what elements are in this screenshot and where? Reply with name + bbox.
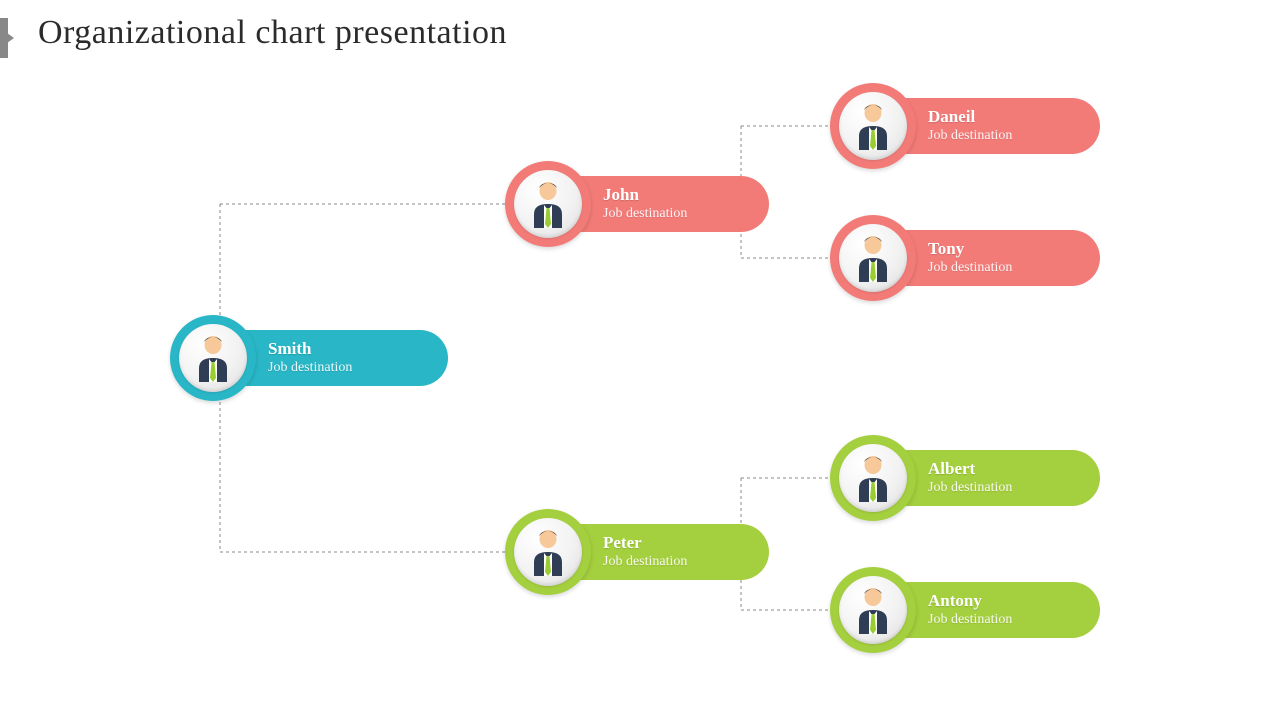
avatar-ring [170, 315, 256, 401]
node-role: Job destination [928, 611, 1076, 629]
avatar-icon [528, 180, 568, 228]
org-node-john: John Job destination [505, 161, 769, 247]
org-node-antony: Antony Job destination [830, 567, 1100, 653]
avatar-ring [830, 567, 916, 653]
node-name: Peter [603, 533, 745, 553]
avatar-inner [839, 224, 907, 292]
avatar-icon [853, 102, 893, 150]
avatar-inner [839, 444, 907, 512]
avatar-inner [839, 92, 907, 160]
node-name: John [603, 185, 745, 205]
node-role: Job destination [928, 479, 1076, 497]
avatar-ring [830, 83, 916, 169]
avatar-icon [193, 334, 233, 382]
avatar-ring [505, 161, 591, 247]
node-role: Job destination [928, 127, 1076, 145]
node-name: Daneil [928, 107, 1076, 127]
avatar-inner [839, 576, 907, 644]
org-node-peter: Peter Job destination [505, 509, 769, 595]
avatar-inner [514, 170, 582, 238]
node-role: Job destination [268, 359, 424, 377]
org-chart-area: Smith Job destination John Job destinati… [0, 0, 1280, 720]
avatar-ring [830, 215, 916, 301]
avatar-inner [179, 324, 247, 392]
node-name: Smith [268, 339, 424, 359]
node-name: Tony [928, 239, 1076, 259]
avatar-ring [830, 435, 916, 521]
node-role: Job destination [603, 553, 745, 571]
node-role: Job destination [603, 205, 745, 223]
org-node-daneil: Daneil Job destination [830, 83, 1100, 169]
node-name: Antony [928, 591, 1076, 611]
org-node-tony: Tony Job destination [830, 215, 1100, 301]
avatar-icon [853, 454, 893, 502]
avatar-ring [505, 509, 591, 595]
avatar-icon [853, 234, 893, 282]
node-role: Job destination [928, 259, 1076, 277]
node-name: Albert [928, 459, 1076, 479]
avatar-icon [528, 528, 568, 576]
avatar-icon [853, 586, 893, 634]
org-node-smith: Smith Job destination [170, 315, 448, 401]
org-node-albert: Albert Job destination [830, 435, 1100, 521]
avatar-inner [514, 518, 582, 586]
